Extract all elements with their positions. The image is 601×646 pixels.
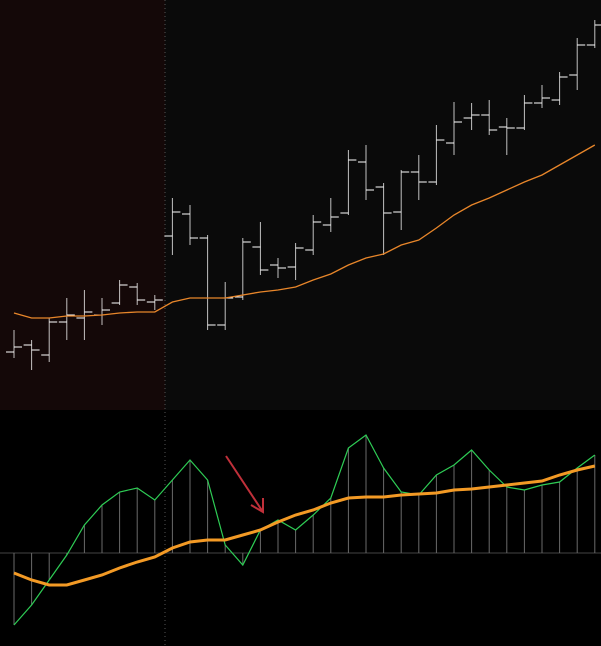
indicator-panel (0, 410, 601, 646)
price-plot (6, 20, 601, 370)
line (13, 144, 596, 319)
annotation-arrow (225, 455, 264, 514)
indicator-plot (0, 434, 601, 626)
line (13, 434, 596, 626)
shaded-region (0, 0, 165, 410)
line (13, 464, 596, 587)
